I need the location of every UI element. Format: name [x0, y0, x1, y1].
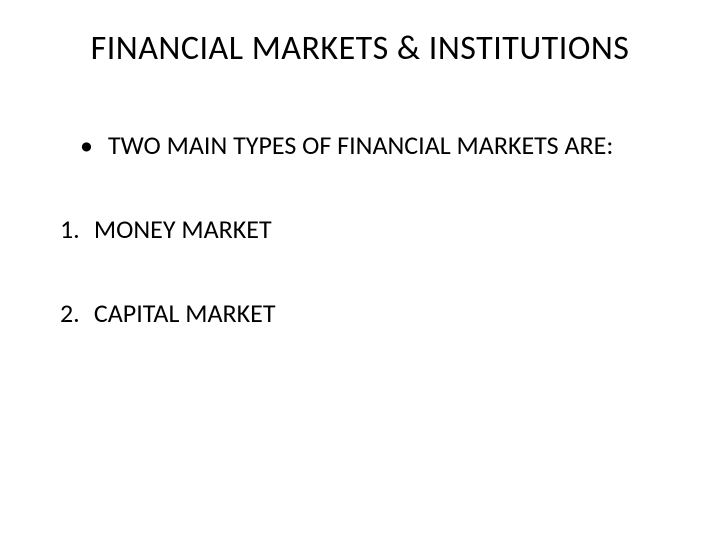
item-number: 2.: [60, 297, 88, 331]
bullet-intro: TWO MAIN TYPES OF FINANCIAL MARKETS ARE:: [80, 129, 670, 163]
item-text: CAPITAL MARKET: [94, 297, 276, 329]
list-item: 1. MONEY MARKET: [60, 213, 670, 247]
item-number: 1.: [60, 213, 88, 247]
list-item: 2. CAPITAL MARKET: [60, 297, 670, 331]
item-text: MONEY MARKET: [94, 213, 272, 245]
slide-title: FINANCIAL MARKETS & INSTITUTIONS: [50, 28, 670, 69]
